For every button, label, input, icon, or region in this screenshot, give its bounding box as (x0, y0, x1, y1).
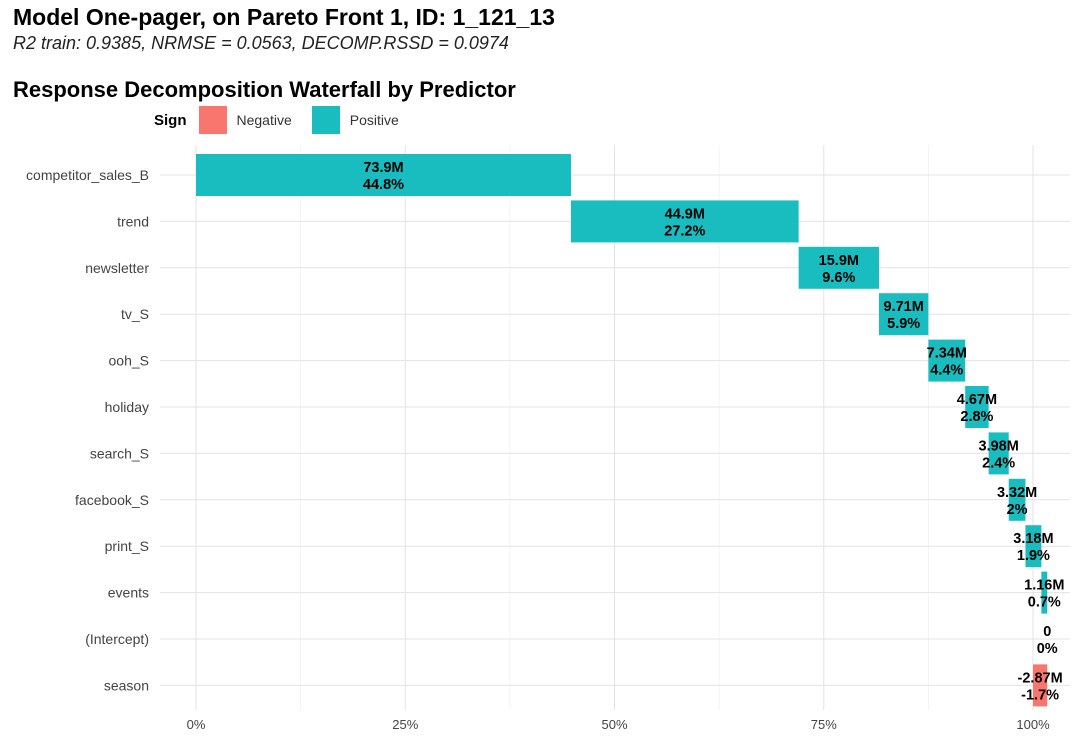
bar-ooh-s (928, 339, 966, 382)
bar-value-label: 4.67M (957, 392, 997, 408)
y-tick-label: newsletter (85, 260, 149, 276)
x-tick-label: 25% (392, 717, 418, 732)
x-tick-label: 50% (601, 717, 627, 732)
legend: Sign Negative Positive (154, 106, 409, 134)
y-tick-label: ooh_S (109, 353, 149, 369)
bar-percent-label: 9.6% (822, 270, 855, 286)
bar-facebook-s (1008, 478, 1026, 521)
y-tick-label: (Intercept) (85, 631, 149, 647)
bar-percent-label: 44.8% (363, 177, 404, 193)
bar-value-label: 3.98M (979, 438, 1019, 454)
x-tick-label: 75% (811, 717, 837, 732)
bar-percent-label: -1.7% (1021, 687, 1059, 703)
bar-tv-s (878, 293, 929, 336)
bar-holiday (965, 386, 989, 428)
bar-value-label: 7.34M (927, 346, 967, 362)
bar-value-label: 44.9M (665, 206, 705, 222)
bar-search-s (988, 432, 1009, 475)
legend-label-positive: Positive (349, 112, 399, 128)
y-tick-label: season (104, 677, 149, 693)
bar-percent-label: 2% (1007, 502, 1028, 518)
legend-key-positive (311, 106, 340, 134)
chart-title: Response Decomposition Waterfall by Pred… (13, 77, 516, 102)
y-tick-label: search_S (90, 445, 149, 461)
bar-newsletter (798, 246, 879, 289)
bar-value-label: 1.16M (1024, 578, 1064, 594)
page-subtitle: R2 train: 0.9385, NRMSE = 0.0563, DECOMP… (13, 33, 509, 53)
bars (196, 154, 1048, 707)
page-title: Model One-pager, on Pareto Front 1, ID: … (13, 4, 555, 30)
bar-print-s (1025, 525, 1042, 568)
y-tick-label: competitor_sales_B (26, 167, 149, 183)
bar-value-label: -2.87M (1018, 670, 1063, 686)
legend-key-negative (198, 106, 227, 134)
bar-percent-label: 27.2% (664, 223, 705, 239)
bar-value-label: 9.71M (884, 299, 924, 315)
x-tick-label: 0% (187, 717, 206, 732)
y-tick-label: facebook_S (75, 492, 149, 508)
bar-value-label: 73.9M (363, 160, 403, 176)
y-tick-label: trend (117, 213, 149, 229)
bar-percent-label: 0.7% (1028, 595, 1061, 611)
bar-percent-label: 5.9% (887, 316, 920, 332)
bar-percent-label: 0% (1037, 641, 1058, 657)
bar-value-label: 3.18M (1013, 531, 1053, 547)
y-tick-label: holiday (105, 399, 149, 415)
bar-value-label: 3.32M (997, 485, 1037, 501)
bar-percent-label: 2.4% (982, 455, 1015, 471)
bar-competitor-sales-b (196, 154, 571, 196)
bar-trend (570, 200, 799, 243)
legend-label-negative: Negative (236, 112, 292, 128)
bar-events (1041, 571, 1048, 614)
y-tick-label: tv_S (121, 306, 149, 322)
x-tick-label: 100% (1016, 717, 1050, 732)
y-tick-label: events (108, 585, 149, 601)
bar-value-label: 0 (1043, 624, 1051, 640)
bar-percent-label: 1.9% (1017, 548, 1050, 564)
bar-season (1033, 664, 1048, 707)
bar-value-label: 15.9M (819, 253, 859, 269)
bar-percent-label: 2.8% (960, 409, 993, 425)
legend-title: Sign (154, 111, 187, 129)
y-tick-label: print_S (105, 538, 149, 554)
bar-percent-label: 4.4% (930, 363, 963, 379)
